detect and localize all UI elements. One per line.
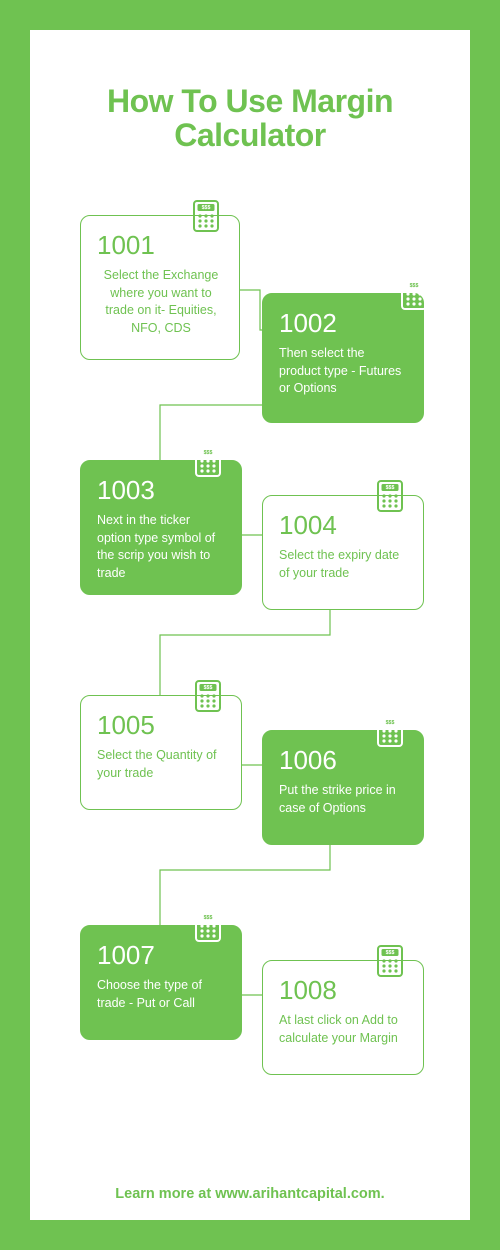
step-description: Select the expiry date of your trade	[279, 547, 409, 582]
calculator-icon: $$$	[193, 908, 223, 944]
step-description: Choose the type of trade - Put or Call	[97, 977, 227, 1012]
svg-text:$$$: $$$	[202, 205, 211, 211]
step-number: 1006	[279, 745, 409, 776]
calculator-icon: $$$	[375, 943, 405, 979]
calculator-icon: $$$	[193, 443, 223, 479]
svg-text:$$$: $$$	[386, 485, 395, 491]
step-description: At last click on Add to calculate your M…	[279, 1012, 409, 1047]
svg-text:$$$: $$$	[386, 720, 395, 726]
step-number: 1001	[97, 230, 225, 261]
step-number: 1005	[97, 710, 227, 741]
step-number: 1003	[97, 475, 227, 506]
svg-text:$$$: $$$	[410, 283, 419, 289]
title-line-2: Calculator	[174, 117, 325, 153]
svg-text:$$$: $$$	[204, 450, 213, 456]
inner-canvas: How To Use Margin Calculator $$$ 1001Sel…	[30, 30, 470, 1220]
footer-text: Learn more at www.arihantcapital.com.	[30, 1186, 470, 1202]
step-card-c6: $$$ 1006Put the strike price in case of …	[262, 730, 424, 845]
step-card-c5: $$$ 1005Select the Quantity of your trad…	[80, 695, 242, 810]
step-description: Select the Exchange where you want to tr…	[97, 267, 225, 337]
svg-text:$$$: $$$	[204, 915, 213, 921]
step-description: Put the strike price in case of Options	[279, 782, 409, 817]
title-line-1: How To Use Margin	[107, 83, 393, 119]
step-description: Next in the ticker option type symbol of…	[97, 512, 227, 582]
step-card-c7: $$$ 1007Choose the type of trade - Put o…	[80, 925, 242, 1040]
step-description: Select the Quantity of your trade	[97, 747, 227, 782]
svg-text:$$$: $$$	[204, 685, 213, 691]
step-card-c4: $$$ 1004Select the expiry date of your t…	[262, 495, 424, 610]
step-number: 1004	[279, 510, 409, 541]
calculator-icon: $$$	[193, 678, 223, 714]
step-description: Then select the product type - Futures o…	[279, 345, 409, 398]
step-number: 1007	[97, 940, 227, 971]
calculator-icon: $$$	[191, 198, 221, 234]
step-number: 1008	[279, 975, 409, 1006]
calculator-icon: $$$	[399, 276, 429, 312]
step-card-c2: $$$ 1002Then select the product type - F…	[262, 293, 424, 423]
svg-text:$$$: $$$	[386, 950, 395, 956]
step-card-c8: $$$ 1008At last click on Add to calculat…	[262, 960, 424, 1075]
calculator-icon: $$$	[375, 713, 405, 749]
calculator-icon: $$$	[375, 478, 405, 514]
step-card-c3: $$$ 1003Next in the ticker option type s…	[80, 460, 242, 595]
step-card-c1: $$$ 1001Select the Exchange where you wa…	[80, 215, 240, 360]
page-title: How To Use Margin Calculator	[30, 85, 470, 152]
step-number: 1002	[279, 308, 409, 339]
